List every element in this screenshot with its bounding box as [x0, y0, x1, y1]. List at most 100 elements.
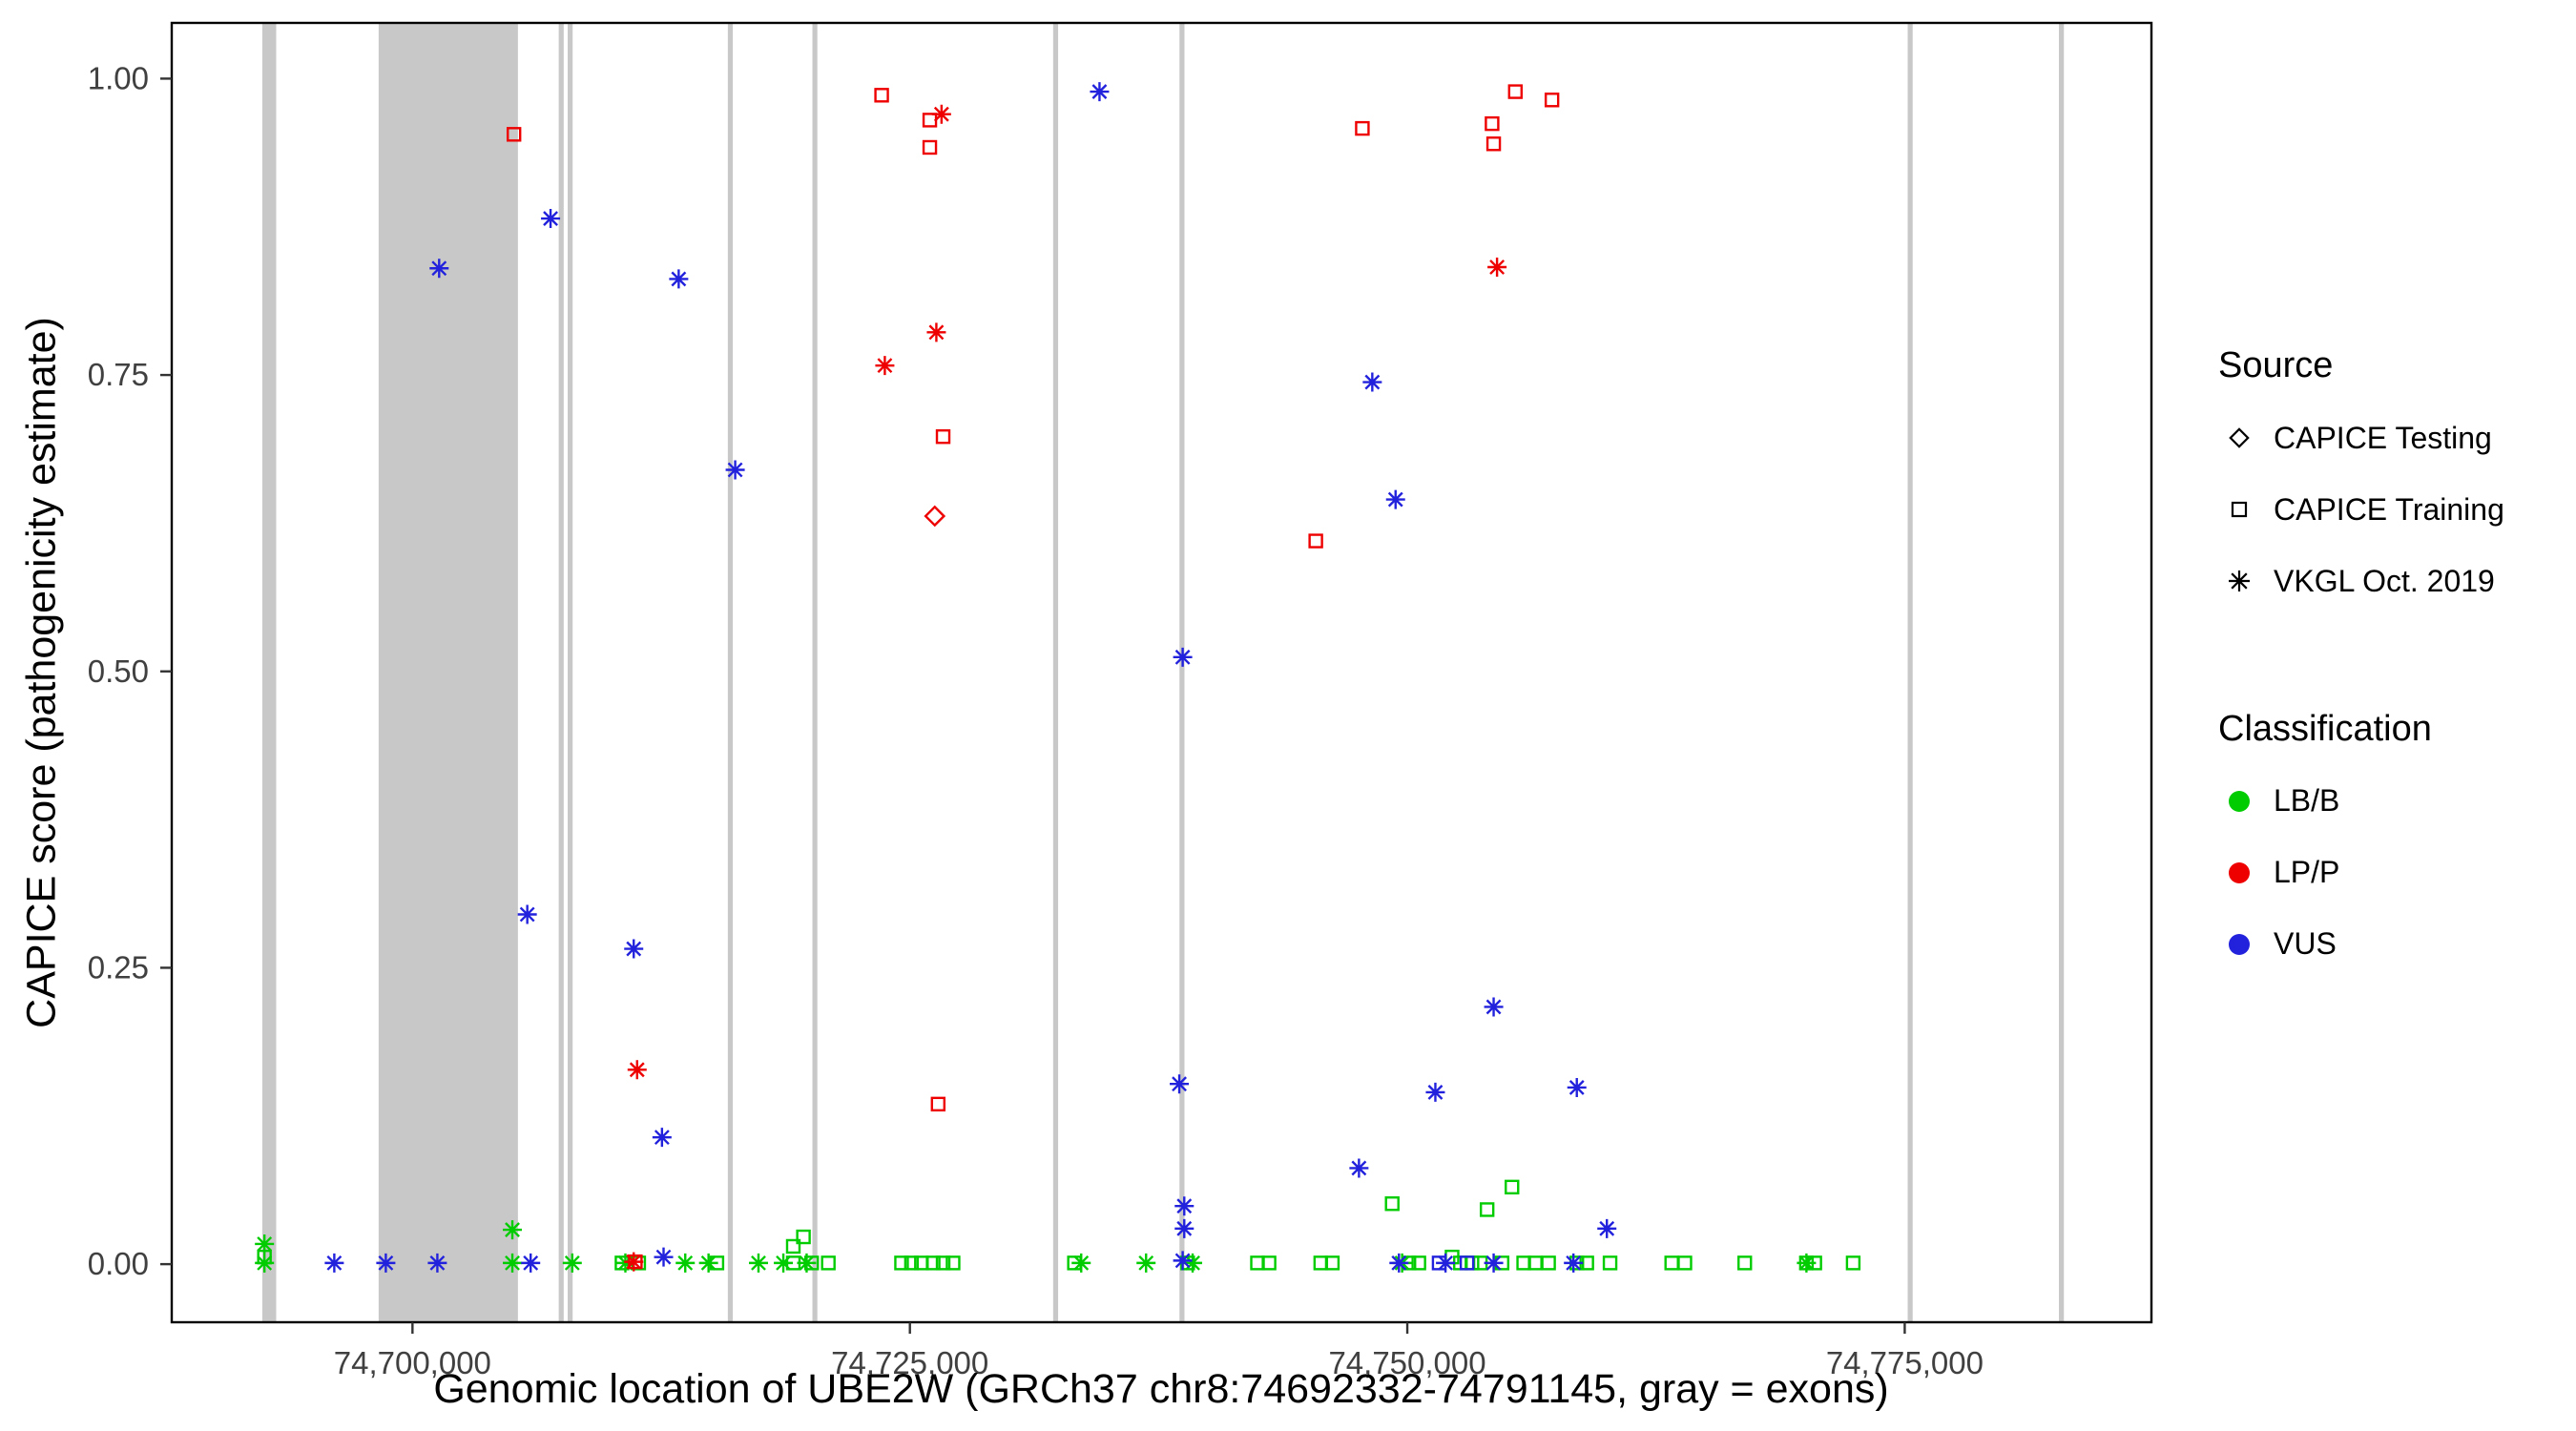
legend-classification-title: Classification	[2218, 708, 2432, 749]
asterisk-icon	[2229, 570, 2250, 592]
legend-item-label: VKGL Oct. 2019	[2274, 563, 2495, 598]
data-point-asterisk	[1173, 647, 1193, 667]
x-tick-label: 74,725,000	[831, 1345, 988, 1380]
data-point-square	[1544, 93, 1560, 108]
data-point-asterisk	[541, 209, 561, 229]
data-point-square	[1485, 136, 1502, 152]
data-point-asterisk	[931, 104, 951, 124]
data-point-asterisk	[797, 1253, 817, 1273]
data-point-asterisk	[624, 1252, 644, 1272]
exon-region	[812, 23, 818, 1322]
data-point-square	[1411, 1255, 1426, 1271]
data-point-asterisk	[774, 1253, 794, 1273]
y-axis-title: CAPICE score (pathogenicity estimate)	[18, 317, 65, 1028]
diamond-icon	[2229, 427, 2250, 448]
data-point-asterisk	[654, 1247, 674, 1267]
data-point-asterisk	[1797, 1253, 1817, 1273]
data-point-asterisk	[652, 1128, 672, 1148]
data-point-square	[1541, 1255, 1556, 1271]
data-point-square	[1479, 1202, 1495, 1217]
panel-border	[170, 21, 2153, 1324]
data-point-asterisk	[1173, 1251, 1193, 1271]
data-point-square	[1507, 84, 1523, 99]
data-point-asterisk	[1484, 997, 1504, 1017]
legend-item-vkgl: VKGL Oct. 2019	[2218, 546, 2573, 617]
data-point-square	[1431, 1255, 1447, 1271]
data-point-square	[506, 127, 522, 142]
y-tick-label: 1.00	[88, 60, 149, 95]
data-point-square	[935, 1255, 951, 1271]
data-point-asterisk	[675, 1253, 696, 1273]
data-point-square	[1505, 1179, 1520, 1195]
legend-item-capice-testing: CAPICE Testing	[2218, 403, 2573, 474]
exon-region	[1052, 23, 1059, 1322]
exon-region	[261, 23, 277, 1322]
data-point-square	[1308, 533, 1323, 549]
data-point-asterisk	[1136, 1253, 1156, 1273]
data-point-square	[945, 1255, 961, 1271]
exon-region	[568, 23, 573, 1322]
data-point-asterisk	[429, 259, 449, 279]
x-tick-label: 74,775,000	[1826, 1345, 1984, 1380]
data-point-asterisk	[1174, 1196, 1195, 1216]
x-tick-label: 74,700,000	[334, 1345, 491, 1380]
legend-panel: Source CAPICE Testing CAPICE Training VK…	[2218, 345, 2573, 980]
data-point-square	[1355, 120, 1370, 136]
data-point-asterisk	[1362, 372, 1382, 392]
data-point-asterisk	[324, 1253, 344, 1273]
data-point-asterisk	[1349, 1158, 1369, 1178]
data-point-square	[1485, 115, 1500, 132]
legend-item-lbb: LB/B	[2218, 765, 2573, 837]
exon-region	[378, 23, 518, 1322]
data-point-square	[1845, 1255, 1861, 1271]
data-point-asterisk	[517, 904, 537, 924]
data-point-square	[922, 139, 938, 156]
data-point-square	[821, 1255, 836, 1271]
data-point-square	[1737, 1255, 1753, 1271]
data-point-asterisk	[698, 1253, 718, 1273]
legend-item-label: LP/P	[2274, 855, 2340, 890]
data-point-asterisk	[1174, 1218, 1195, 1238]
exon-region	[727, 23, 734, 1322]
data-point-asterisk	[1597, 1218, 1617, 1238]
legend-source-title: Source	[2218, 345, 2334, 385]
data-point-square	[904, 1255, 920, 1271]
x-axis-title: Genomic location of UBE2W (GRCh37 chr8:7…	[433, 1366, 1889, 1412]
data-point-square	[1324, 1255, 1340, 1271]
y-tick-label: 0.75	[88, 357, 149, 392]
legend-item-label: CAPICE Training	[2274, 491, 2504, 527]
data-point-asterisk	[1564, 1253, 1584, 1273]
data-point-asterisk	[255, 1253, 275, 1273]
data-point-asterisk	[615, 1253, 635, 1273]
data-point-square	[874, 88, 889, 103]
data-point-asterisk	[624, 939, 644, 959]
data-point-asterisk	[376, 1253, 396, 1273]
y-tick-label: 0.00	[88, 1246, 149, 1281]
data-point-asterisk	[1389, 1253, 1409, 1273]
data-point-asterisk	[1567, 1077, 1587, 1097]
data-point-asterisk	[1487, 257, 1507, 277]
data-point-asterisk	[1183, 1253, 1203, 1273]
data-point-square	[930, 1096, 946, 1112]
data-point-asterisk	[748, 1253, 768, 1273]
data-point-asterisk	[503, 1220, 523, 1240]
data-point-asterisk	[1425, 1082, 1445, 1102]
data-point-square	[1384, 1196, 1400, 1212]
legend-item-label: CAPICE Testing	[2274, 420, 2492, 455]
red-dot-icon	[2229, 861, 2250, 883]
data-point-square	[935, 429, 951, 445]
green-dot-icon	[2229, 790, 2250, 812]
data-point-asterisk	[255, 1234, 275, 1254]
square-icon	[2231, 502, 2248, 518]
legend-item-vus: VUS	[2218, 908, 2573, 980]
data-point-asterisk	[875, 356, 895, 376]
data-point-square	[1664, 1255, 1679, 1271]
data-point-asterisk	[669, 269, 689, 289]
data-point-asterisk	[1385, 489, 1405, 509]
data-point-square	[1459, 1255, 1475, 1271]
data-point-diamond	[924, 505, 946, 528]
data-point-asterisk	[427, 1253, 447, 1273]
data-point-asterisk	[521, 1253, 541, 1273]
